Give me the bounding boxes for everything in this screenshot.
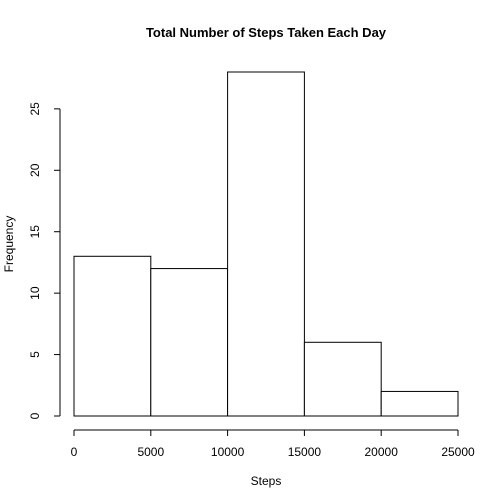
y-tick-label: 15 <box>28 225 42 239</box>
x-tick-label: 20000 <box>365 445 399 459</box>
histogram-bar-2 <box>227 71 305 417</box>
x-axis: 0 5000 10000 15000 20000 25000 <box>71 429 475 459</box>
y-axis-label: Frequency <box>2 216 16 273</box>
y-tick-label: 10 <box>28 286 42 300</box>
histogram-bars <box>73 71 459 417</box>
histogram-bar-0 <box>73 255 152 417</box>
x-tick-label: 5000 <box>137 445 164 459</box>
histogram-bar-3 <box>303 341 382 417</box>
histogram-bar-1 <box>150 268 229 417</box>
y-tick-label: 0 <box>28 412 42 419</box>
x-tick-label: 0 <box>71 445 78 459</box>
x-tick-label: 10000 <box>211 445 245 459</box>
x-tick-label: 25000 <box>441 445 475 459</box>
y-tick-label: 20 <box>28 163 42 177</box>
y-axis: 0 5 10 15 20 25 <box>28 102 61 419</box>
x-tick-label: 15000 <box>288 445 322 459</box>
y-tick-label: 25 <box>28 102 42 116</box>
x-axis-label: Steps <box>251 474 282 488</box>
chart-title: Total Number of Steps Taken Each Day <box>146 25 387 40</box>
histogram-bar-4 <box>380 390 459 417</box>
y-tick-label: 5 <box>28 351 42 358</box>
